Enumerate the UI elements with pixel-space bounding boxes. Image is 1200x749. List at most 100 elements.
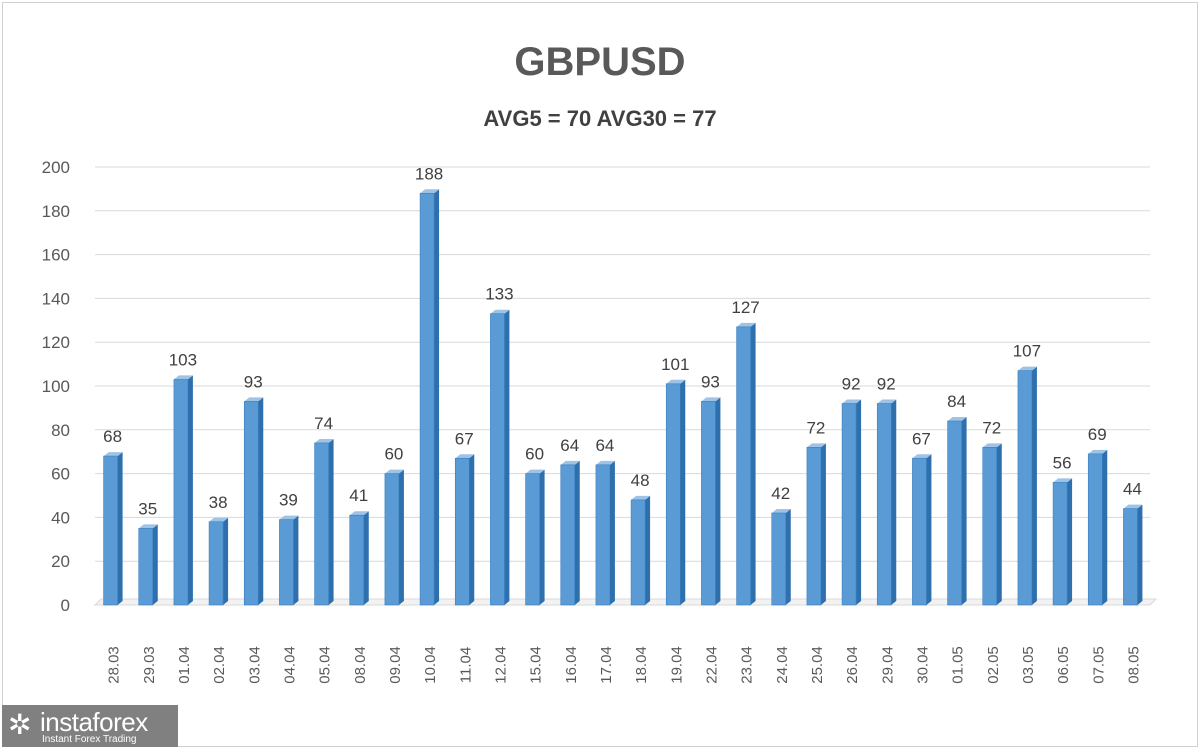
data-label: 64 [560,436,579,455]
bar-top [947,417,967,422]
bar-side [187,375,193,605]
bar-top [912,454,932,459]
x-tick-label: 28.03 [106,646,123,684]
y-tick-label: 60 [51,465,70,484]
x-tick-label: 10.04 [422,646,439,684]
bar-side [856,399,862,605]
y-tick-label: 200 [42,158,70,177]
bar-side [1031,366,1037,605]
x-tick-label: 08.04 [352,646,369,684]
gear-logo-icon: ✲ [8,709,32,740]
x-tick-label: 03.05 [1020,646,1037,684]
bar-side [750,322,756,605]
bar-side [1102,449,1108,605]
data-label: 93 [244,372,263,391]
data-label: 42 [771,484,790,503]
bar-side [469,454,475,605]
bar [841,403,857,606]
data-label: 48 [631,471,650,490]
x-tick-label: 29.04 [879,646,896,684]
data-label: 60 [384,445,403,464]
y-tick-label: 120 [42,333,70,352]
bar [982,447,998,606]
bar-top [490,309,510,314]
bar [665,383,681,606]
bar-side [996,443,1002,605]
bar-side [152,524,158,605]
bar-top [138,524,158,529]
bar [173,379,189,606]
instaforex-logo: ✲ instaforex Instant Forex Trading [2,705,178,747]
data-label: 60 [525,445,544,464]
bar-top [1123,504,1143,509]
bar [138,528,154,606]
bar [560,464,576,606]
bar-top [314,438,334,443]
bar-top [103,452,123,457]
bar [630,499,646,606]
y-tick-label: 80 [51,421,70,440]
bar-top [420,189,440,194]
x-tick-label: 04.04 [281,646,298,684]
data-label: 92 [877,375,896,394]
bar [243,401,259,606]
bar-side [820,443,826,605]
data-label: 67 [455,429,474,448]
logo-name: instaforex [40,707,148,737]
bar [701,401,716,606]
y-tick-label: 100 [42,377,70,396]
chart-subtitle: AVG5 = 70 AVG30 = 77 [483,106,717,131]
x-tick-label: 01.04 [176,646,193,684]
bar [349,514,365,606]
data-label: 72 [806,418,825,437]
bar-side [117,452,123,605]
logo-tagline: Instant Forex Trading [42,734,137,745]
y-tick-label: 0 [61,596,70,615]
bar-top [560,460,580,465]
bar-top [525,469,545,474]
bar-top [631,495,651,500]
bar [525,473,540,606]
bar-top [384,469,404,474]
bar-top [209,517,229,522]
data-label: 107 [1013,342,1041,361]
x-tick-label: 24.04 [774,646,791,684]
x-tick-label: 15.04 [528,646,545,684]
x-tick-label: 29.03 [141,646,158,684]
bar-top [1017,366,1037,371]
bar [419,192,435,606]
bar [736,326,751,606]
data-label: 39 [279,491,298,510]
bar [806,447,822,606]
data-label: 67 [912,429,931,448]
bar-top [771,509,791,514]
bar-side [609,460,615,605]
bar-side [680,379,686,605]
data-label: 188 [415,164,443,183]
x-tick-label: 16.04 [563,646,580,684]
data-label: 41 [349,486,368,505]
bar [103,455,118,606]
x-tick-label: 19.04 [668,646,685,684]
bar [595,464,611,606]
data-label: 44 [1123,480,1142,499]
bar-side [1137,504,1143,605]
bar-side [539,469,545,605]
bar [384,473,400,606]
data-label: 103 [169,350,197,369]
bar-top [349,511,369,516]
bar [947,420,962,606]
bar [1123,508,1138,606]
x-tick-label: 09.04 [387,646,404,684]
data-label: 127 [731,298,759,317]
bar-top [244,397,264,402]
bar-side [715,397,721,605]
data-label: 56 [1053,453,1072,472]
bar-top [736,322,756,327]
bar [1087,453,1103,606]
bar-top [806,443,826,448]
bar-side [926,454,932,605]
data-label: 38 [209,493,228,512]
data-label: 68 [103,427,122,446]
data-label: 133 [485,285,513,304]
